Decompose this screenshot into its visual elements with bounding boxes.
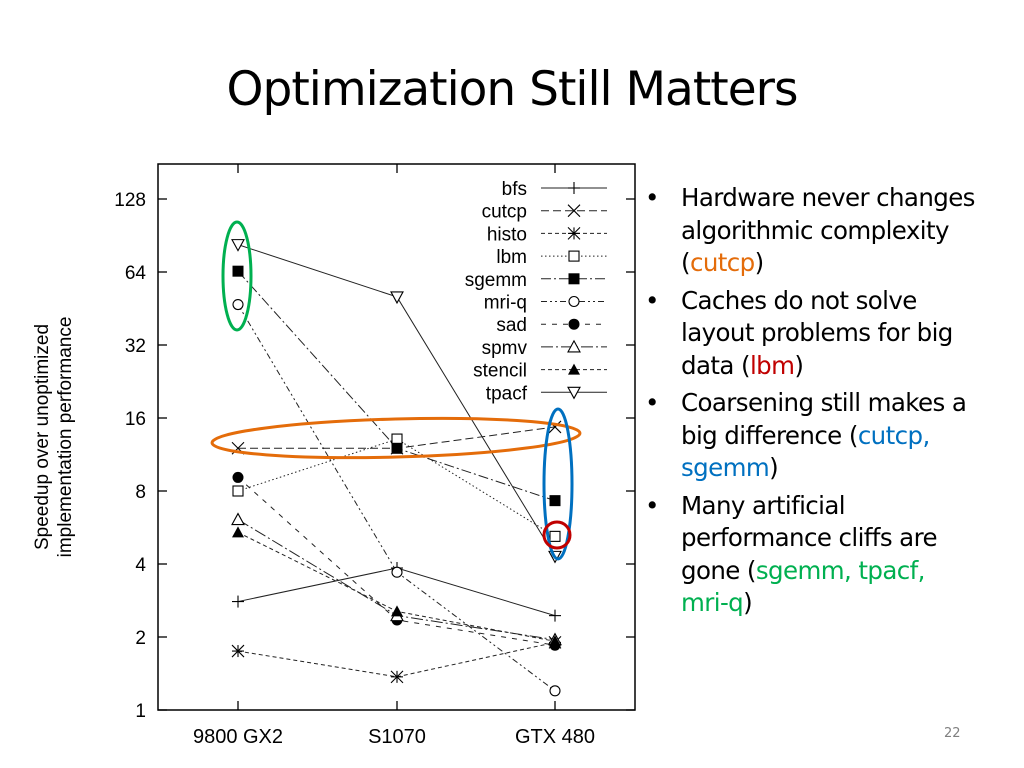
legend-label: cutcp — [482, 202, 527, 223]
legend-marker-sad — [568, 318, 580, 330]
data-point-mri-q — [232, 298, 244, 311]
y-tick-label: 2 — [135, 628, 146, 649]
legend-label: bfs — [502, 179, 527, 200]
bullet-text: Caches do not solve layout problems for … — [681, 285, 953, 380]
data-point-lbm — [232, 485, 244, 497]
bullet-dot-icon: • — [645, 490, 659, 520]
annotation-ellipse-orange — [210, 416, 582, 460]
y-axis-label: Speedup over unoptimized — [32, 324, 53, 550]
y-tick-label: 4 — [135, 555, 146, 576]
x-tick-label: S1070 — [368, 726, 426, 748]
data-point-tpacf — [390, 291, 404, 305]
data-point-tpacf — [231, 239, 245, 252]
data-point-sad — [232, 471, 244, 483]
data-point-sgemm — [391, 442, 403, 454]
legend-marker-sgemm — [568, 273, 580, 285]
bullet-text: ) — [754, 248, 765, 277]
data-point-lbm — [391, 433, 403, 445]
bullet-highlight: cutcp, sgemm — [681, 420, 930, 483]
legend-marker-tpacf — [567, 386, 581, 400]
bullet-text: Coarsening still makes a big difference … — [681, 388, 967, 450]
bullet-text: Many artificial performance cliffs are g… — [681, 490, 938, 585]
annotation-circle-red — [542, 520, 572, 550]
data-point-bfs — [549, 609, 561, 622]
data-point-histo — [390, 670, 404, 684]
y-axis-label: implementation performance — [55, 317, 76, 558]
annotation-ellipse-green — [221, 220, 253, 332]
data-point-sgemm — [232, 265, 244, 277]
legend-marker-stencil — [568, 363, 580, 375]
legend-label: histo — [487, 224, 527, 245]
y-tick-label: 1 — [135, 701, 146, 722]
data-point-mri-q — [391, 566, 403, 578]
legend-label: lbm — [496, 247, 527, 268]
legend-marker-lbm — [568, 250, 580, 262]
data-point-lbm — [549, 530, 561, 542]
bullet-highlight: cutcp — [689, 248, 755, 277]
bullet-highlight: lbm — [749, 350, 795, 380]
page-number: 22 — [944, 726, 961, 741]
legend-marker-bfs — [568, 182, 580, 194]
y-tick-label: 64 — [125, 263, 147, 284]
bullet-text: ) — [794, 350, 804, 380]
legend-label: stencil — [473, 361, 527, 382]
legend-marker-spmv — [567, 339, 581, 353]
y-tick-label: 128 — [114, 190, 146, 211]
legend-label: spmv — [482, 338, 528, 359]
legend-marker-histo — [567, 227, 581, 240]
bullet-dot-icon: • — [645, 183, 659, 212]
bullet-highlight: sgemm, tpacf, mri-q — [681, 555, 925, 618]
legend-marker-cutcp — [567, 204, 581, 218]
bullet-dot-icon: • — [645, 285, 659, 315]
data-point-stencil — [391, 605, 403, 617]
data-point-stencil — [232, 526, 244, 538]
bullet-text: Hardware never changes algorithmic compl… — [681, 183, 975, 277]
bullet-dot-icon: • — [645, 388, 659, 417]
bullet-item: • Caches do not solve layout problems for… — [645, 285, 975, 383]
bullet-item: • Coarsening still makes a big difference… — [645, 387, 975, 485]
legend-label: sgemm — [465, 270, 527, 291]
bullet-text: ) — [769, 453, 779, 482]
x-tick-label: 9800 GX2 — [193, 726, 283, 748]
bullet-item: • Many artificial performance cliffs are … — [645, 490, 975, 620]
y-tick-label: 16 — [125, 409, 146, 430]
y-tick-label: 8 — [135, 482, 146, 503]
legend-label: tpacf — [486, 383, 528, 404]
data-point-spmv — [231, 512, 245, 526]
legend-label: mri-q — [484, 293, 527, 314]
x-tick-label: GTX 480 — [515, 726, 595, 748]
legend-label: sad — [496, 315, 527, 336]
annotation-ellipse-blue — [542, 407, 574, 561]
bullet-list: • Hardware never changes algorithmic comp… — [645, 182, 975, 625]
data-point-histo — [231, 644, 245, 658]
data-point-bfs — [232, 595, 244, 608]
bullet-item: • Hardware never changes algorithmic comp… — [645, 182, 975, 280]
data-point-stencil — [549, 635, 561, 647]
data-point-mri-q — [549, 685, 561, 697]
data-point-sgemm — [549, 495, 561, 507]
y-tick-label: 32 — [125, 336, 146, 357]
slide-title: Optimization Still Matters — [226, 62, 799, 117]
bullet-text: ) — [743, 588, 753, 617]
legend-marker-mri-q — [568, 295, 580, 308]
